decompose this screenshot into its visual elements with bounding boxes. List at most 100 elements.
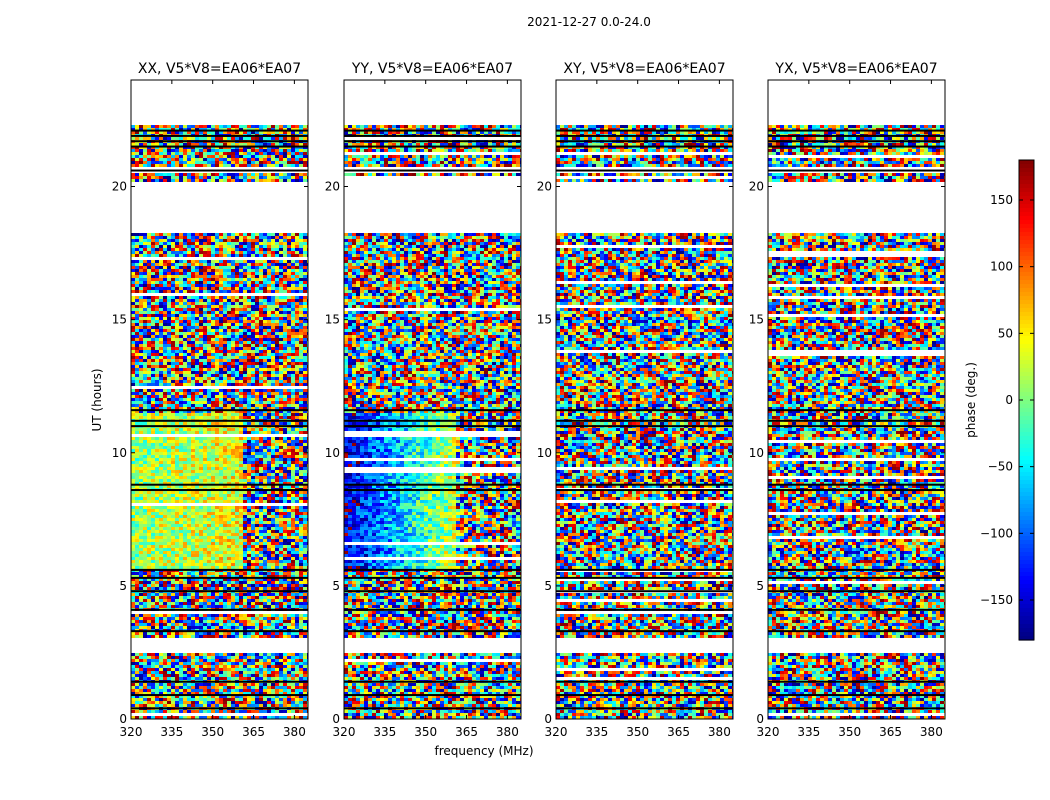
- colorbar-segment: [1019, 368, 1034, 373]
- x-tick-label: 380: [496, 725, 519, 739]
- colorbar-segment: [1019, 532, 1034, 537]
- flag-line: [344, 134, 521, 137]
- flag-line: [344, 409, 521, 412]
- phase-image: [344, 80, 521, 719]
- flag-line: [556, 145, 733, 148]
- colorbar-segment: [1019, 520, 1034, 525]
- x-tick-label: 365: [455, 725, 478, 739]
- y-tick-label: 10: [325, 446, 340, 460]
- colorbar-segment: [1019, 448, 1034, 453]
- x-tick-label: 365: [879, 725, 902, 739]
- flag-line: [768, 419, 945, 422]
- colorbar-segment: [1019, 384, 1034, 389]
- colorbar-segment: [1019, 348, 1034, 353]
- flag-line: [131, 568, 308, 571]
- colorbar-tick-label: 0: [1005, 393, 1013, 407]
- colorbar-segment: [1019, 424, 1034, 429]
- colorbar-segment: [1019, 516, 1034, 521]
- colorbar-segment: [1019, 312, 1034, 317]
- flag-line: [344, 680, 521, 683]
- colorbar-segment: [1019, 584, 1034, 589]
- x-axis-label: frequency (MHz): [434, 744, 533, 758]
- flag-line: [344, 145, 521, 148]
- flag-line: [768, 483, 945, 486]
- colorbar-segment: [1019, 484, 1034, 489]
- colorbar-segment: [1019, 416, 1034, 421]
- colorbar-segment: [1019, 476, 1034, 481]
- x-tick-label: 320: [120, 725, 143, 739]
- y-tick-label: 15: [749, 313, 764, 327]
- phase-image: [768, 80, 945, 719]
- colorbar-tick-label: 50: [998, 326, 1013, 340]
- panel-frame: [130, 79, 309, 720]
- colorbar-segment: [1019, 492, 1034, 497]
- flag-line: [344, 576, 521, 579]
- flag-line: [131, 694, 308, 697]
- colorbar-segment: [1019, 560, 1034, 565]
- flag-line: [131, 576, 308, 579]
- flag-line: [131, 680, 308, 683]
- flag-line: [556, 576, 733, 579]
- flag-line: [768, 707, 945, 710]
- panels: XX, V5*V8=EA06*EA07 320 335 350 365 380 0 5 10 15…: [112, 61, 946, 739]
- colorbar-segment: [1019, 296, 1034, 301]
- colorbar-segment: [1019, 308, 1034, 313]
- flag-line: [131, 483, 308, 486]
- x-tick-label: 335: [585, 725, 608, 739]
- colorbar-segment: [1019, 188, 1034, 193]
- flag-line: [556, 140, 733, 143]
- panel-title: XY, V5*V8=EA06*EA07: [563, 61, 725, 77]
- flag-line: [131, 630, 308, 633]
- colorbar-segment: [1019, 480, 1034, 485]
- flag-line: [556, 169, 733, 172]
- colorbar-segment: [1019, 440, 1034, 445]
- flag-line: [131, 590, 308, 593]
- colorbar-segment: [1019, 268, 1034, 273]
- colorbar-segment: [1019, 256, 1034, 261]
- flag-line: [344, 483, 521, 486]
- flag-line: [131, 169, 308, 172]
- flag-line: [768, 680, 945, 683]
- colorbar-segment: [1019, 496, 1034, 501]
- colorbar-segment: [1019, 408, 1034, 413]
- colorbar-segment: [1019, 372, 1034, 377]
- colorbar-segment: [1019, 304, 1034, 309]
- colorbar-segment: [1019, 616, 1034, 621]
- colorbar-segment: [1019, 356, 1034, 361]
- phase-image: [131, 80, 308, 719]
- colorbar-segment: [1019, 168, 1034, 173]
- colorbar-segment: [1019, 468, 1034, 473]
- x-tick-label: 365: [667, 725, 690, 739]
- colorbar-segment: [1019, 300, 1034, 305]
- colorbar-segment: [1019, 540, 1034, 545]
- colorbar-segment: [1019, 420, 1034, 425]
- flag-line: [131, 409, 308, 412]
- colorbar-segment: [1019, 472, 1034, 477]
- colorbar-segment: [1019, 336, 1034, 341]
- flag-line: [556, 129, 733, 132]
- colorbar-segment: [1019, 272, 1034, 277]
- colorbar-segment: [1019, 196, 1034, 201]
- flag-line: [556, 694, 733, 697]
- colorbar-segment: [1019, 556, 1034, 561]
- colorbar-segment: [1019, 596, 1034, 601]
- colorbar-segment: [1019, 632, 1034, 637]
- colorbar-segment: [1019, 180, 1034, 185]
- colorbar-segment: [1019, 208, 1034, 213]
- flag-line: [768, 134, 945, 137]
- x-tick-label: 320: [333, 725, 356, 739]
- colorbar-segment: [1019, 428, 1034, 433]
- flag-line: [556, 568, 733, 571]
- flag-line: [556, 608, 733, 611]
- colorbar-segment: [1019, 552, 1034, 557]
- colorbar-segment: [1019, 548, 1034, 553]
- colorbar-segment: [1019, 464, 1034, 469]
- colorbar-label: phase (deg.): [964, 362, 978, 438]
- y-tick-label: 10: [112, 446, 127, 460]
- x-tick-label: 335: [160, 725, 183, 739]
- colorbar-segment: [1019, 288, 1034, 293]
- y-tick-label: 0: [544, 712, 552, 726]
- panel-frame: [555, 79, 734, 720]
- colorbar-segment: [1019, 192, 1034, 197]
